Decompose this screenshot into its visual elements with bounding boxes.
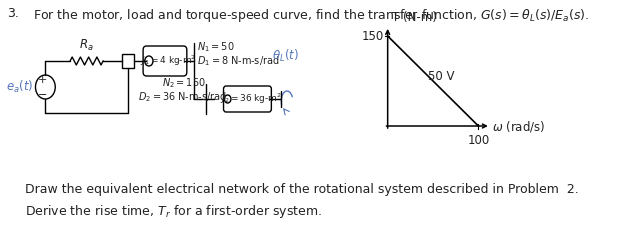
Text: $\theta_L(t)$: $\theta_L(t)$ — [272, 48, 299, 64]
Text: $N_2 = 150$: $N_2 = 150$ — [163, 76, 206, 90]
Text: −: − — [38, 90, 48, 100]
Text: $J_1 = 4$ kg-m$^2$: $J_1 = 4$ kg-m$^2$ — [140, 54, 197, 68]
Text: Derive the rise time, $T_r$ for a first-order system.: Derive the rise time, $T_r$ for a first-… — [25, 203, 322, 220]
Text: $R_a$: $R_a$ — [79, 38, 94, 53]
Bar — [122, 54, 133, 68]
Text: $J_2 = 36$ kg-m$^2$: $J_2 = 36$ kg-m$^2$ — [220, 92, 282, 106]
Text: $D_1 = 8$ N-m-s/rad: $D_1 = 8$ N-m-s/rad — [197, 54, 280, 68]
Text: 150: 150 — [362, 30, 384, 43]
FancyBboxPatch shape — [143, 46, 187, 76]
Text: 3.: 3. — [7, 7, 19, 20]
Text: $e_a(t)$: $e_a(t)$ — [6, 79, 34, 95]
Text: T (N-m): T (N-m) — [392, 11, 437, 24]
Text: For the motor, load and torque-speed curve, find the transfer function, $G(s) = : For the motor, load and torque-speed cur… — [33, 7, 589, 24]
Text: 50 V: 50 V — [428, 70, 455, 83]
Text: $\omega$ (rad/s): $\omega$ (rad/s) — [493, 119, 546, 134]
FancyBboxPatch shape — [224, 86, 271, 112]
Text: 100: 100 — [467, 134, 489, 147]
Text: $N_1 = 50$: $N_1 = 50$ — [197, 40, 235, 54]
Text: +: + — [38, 75, 48, 85]
Text: $D_2 = 36$ N-m-s/rad: $D_2 = 36$ N-m-s/rad — [138, 90, 227, 104]
Text: Draw the equivalent electrical network of the rotational system described in Pro: Draw the equivalent electrical network o… — [25, 183, 578, 196]
